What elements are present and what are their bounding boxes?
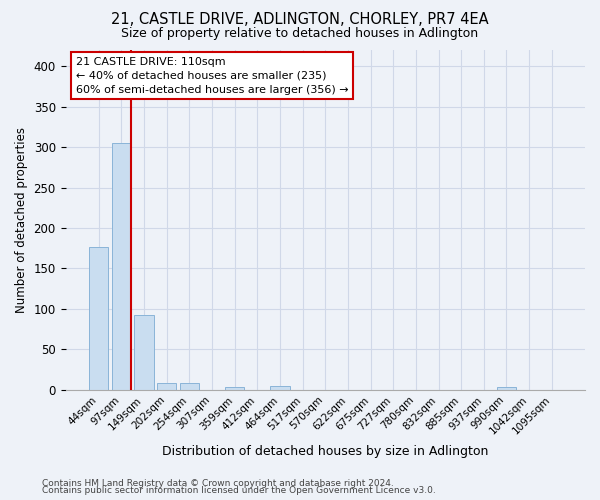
Bar (89, 248, 109, 390)
Bar (497, 388, 516, 390)
Text: Size of property relative to detached houses in Adlington: Size of property relative to detached ho… (121, 28, 479, 40)
Bar (271, 386, 290, 390)
Bar (134, 316, 154, 390)
Text: Contains HM Land Registry data © Crown copyright and database right 2024.: Contains HM Land Registry data © Crown c… (42, 478, 394, 488)
Text: 21, CASTLE DRIVE, ADLINGTON, CHORLEY, PR7 4EA: 21, CASTLE DRIVE, ADLINGTON, CHORLEY, PR… (111, 12, 489, 28)
Bar (157, 384, 176, 390)
Bar (180, 382, 199, 390)
Y-axis label: Number of detached properties: Number of detached properties (15, 127, 28, 313)
Text: Contains public sector information licensed under the Open Government Licence v3: Contains public sector information licen… (42, 486, 436, 495)
Text: 21 CASTLE DRIVE: 110sqm
← 40% of detached houses are smaller (235)
60% of semi-d: 21 CASTLE DRIVE: 110sqm ← 40% of detache… (76, 57, 349, 95)
Bar (112, 143, 131, 390)
Bar (225, 388, 244, 390)
X-axis label: Distribution of detached houses by size in Adlington: Distribution of detached houses by size … (162, 444, 488, 458)
